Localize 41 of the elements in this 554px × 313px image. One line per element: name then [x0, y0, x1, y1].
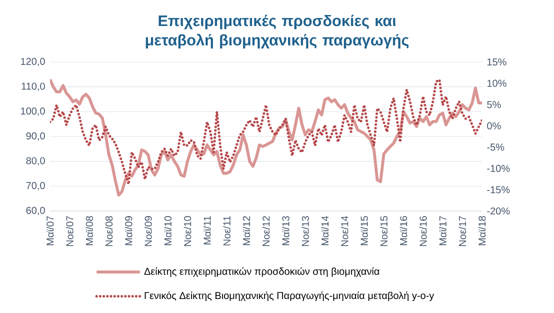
y2-tick-label: -5%: [487, 144, 504, 151]
y2-tick-label: 0%: [487, 122, 501, 130]
x-tick-label: Νοε/10: [184, 216, 192, 246]
x-tick-label: Μαϊ/10: [164, 216, 172, 246]
x-tick-label: Νοε/11: [223, 216, 230, 246]
x-tick-label: Νοε/14: [340, 216, 348, 246]
y2-tick-label: -15%: [487, 186, 510, 194]
x-tick-label: Νοε/07: [66, 216, 74, 246]
x-tick-label: Μαϊ/08: [86, 216, 93, 246]
x-tick-label: Μαϊ/17: [439, 216, 446, 246]
x-tick-label: Νοε/13: [302, 216, 309, 246]
y2-tick-label: -10%: [487, 164, 510, 172]
x-tick-label: Μαϊ/14: [321, 216, 329, 246]
y-tick-label: 60,0: [26, 206, 45, 216]
x-tick-label: Νοε/09: [144, 216, 152, 246]
legend-label: Δείκτης επιχειρηματικών προσδοκιών στη βιομηχανία: [144, 267, 380, 277]
y-tick-label: 110,0: [22, 82, 45, 91]
chart-title: Επιχειρηματικές προσδοκίες και μεταβολή βιομηχανικής παραγωγής: [146, 14, 409, 49]
y-tick-label: 80,0: [26, 157, 45, 166]
x-tick-label: Νοε/08: [105, 216, 113, 246]
y2-tick-label: 10%: [487, 80, 506, 87]
x-tick-label: Μαϊ/12: [242, 216, 250, 246]
x-tick-label: Μαϊ/15: [360, 216, 368, 246]
legend-label: Γενικός Δείκτης Βιομηχανικής Παραγωγής-μηνιαία μεταβολή y-o-y: [144, 291, 434, 302]
x-tick-label: Νοε/15: [380, 216, 388, 246]
x-tick-label: Νοε/12: [262, 216, 270, 246]
x-tick-label: Μαϊ/09: [124, 216, 132, 246]
y2-tick-label: 15%: [487, 58, 506, 66]
x-tick-label: Νοε/16: [419, 216, 427, 246]
x-tick-label: Νοε/17: [458, 216, 466, 246]
y-tick-label: 120,0: [21, 58, 45, 66]
x-tick-label: Μαϊ/13: [282, 216, 290, 246]
y-tick-label: 70,0: [26, 182, 45, 190]
x-tick-label: Μαϊ/11: [203, 216, 211, 244]
x-tick-label: Μαϊ/18: [478, 216, 486, 246]
x-tick-label: Μαϊ/16: [400, 216, 408, 246]
x-tick-label: Μαϊ/07: [46, 216, 54, 246]
y2-tick-label: -20%: [487, 207, 510, 215]
y-tick-label: 90,0: [26, 132, 45, 141]
y-tick-label: 100,0: [21, 108, 45, 116]
y2-tick-label: 5%: [487, 101, 501, 108]
